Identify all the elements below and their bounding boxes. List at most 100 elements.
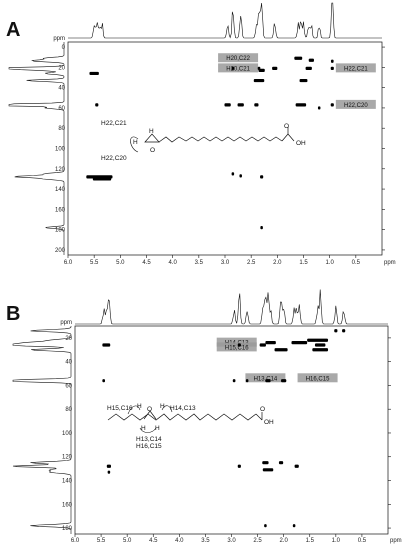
cross-peak — [291, 341, 307, 344]
cross-peak — [265, 341, 275, 344]
svg-text:H: H — [133, 139, 138, 146]
x-tick-label: 5.5 — [90, 260, 99, 266]
plot-frame-a — [68, 42, 382, 255]
cross-peak — [233, 379, 236, 382]
y-tick-label: 0 — [62, 45, 66, 51]
svg-text:H: H — [149, 128, 154, 135]
cross-peak — [238, 103, 244, 106]
cross-peak — [312, 348, 328, 351]
cross-peak — [306, 67, 312, 70]
cross-peak — [296, 103, 306, 106]
svg-text:H14,C13: H14,C13 — [170, 405, 196, 412]
cross-peak — [258, 69, 264, 72]
chemical-structure-b: O O OH H H H H H15,C16 H14,C13 H13,C14 H… — [107, 403, 274, 450]
cross-peak — [307, 339, 328, 342]
x-tick-label: 3.5 — [201, 538, 210, 544]
cross-peak — [95, 103, 98, 106]
x-tick-label: 2.5 — [247, 260, 256, 266]
y-tick-label: 60 — [65, 383, 72, 389]
panel-a: A 6.0 5.5 5.0 4.5 4.0 3.5 3.0 2.5 2.0 1.5 1.0 0.5 pp… — [6, 3, 396, 266]
cross-peak — [294, 57, 302, 60]
y-tick-label: 100 — [62, 431, 73, 437]
cross-peak — [239, 174, 242, 177]
x-tick-label: 5.0 — [116, 260, 125, 266]
cross-peak — [300, 79, 308, 82]
x-tick-label: 4.0 — [175, 538, 184, 544]
cross-peak — [272, 67, 277, 70]
y-tick-label: 160 — [55, 207, 66, 213]
annotation-box: H20,C22 — [218, 53, 258, 62]
cross-peak — [232, 172, 235, 175]
cross-peak — [293, 524, 296, 527]
cross-peak — [238, 465, 241, 468]
cross-peak — [264, 524, 267, 527]
x-tick-label: 4.0 — [168, 260, 177, 266]
y-tick-label: 40 — [65, 360, 72, 366]
y-tick-label: 180 — [55, 228, 66, 234]
cross-peak — [318, 106, 321, 109]
cross-peak — [238, 343, 241, 346]
x-tick-label: 1.0 — [332, 538, 341, 544]
cross-peak — [102, 379, 105, 382]
panel-label-b: B — [6, 303, 20, 325]
annotation-label: H15,C16 — [225, 345, 249, 351]
cross-peak — [262, 461, 268, 464]
y-tick-label: 120 — [62, 455, 73, 461]
y-tick-label: 60 — [58, 106, 65, 112]
x-tick-label: 3.0 — [227, 538, 236, 544]
svg-text:H22,C20: H22,C20 — [101, 155, 127, 162]
y-tick-label: 80 — [58, 126, 65, 132]
cross-peak — [102, 343, 110, 346]
y-tick-label: 140 — [55, 187, 66, 193]
annotation-box: H16,C15 — [298, 373, 338, 382]
cross-peak — [260, 175, 263, 178]
y-tick-label: 160 — [62, 502, 73, 508]
cross-peak — [254, 79, 264, 82]
x-tick-label: 1.5 — [306, 538, 315, 544]
x-tick-label: 1.5 — [299, 260, 308, 266]
svg-text:O: O — [147, 406, 152, 413]
y-axis-unit: ppm — [60, 320, 72, 326]
cross-peak — [93, 177, 111, 180]
cross-peak — [263, 468, 273, 471]
x-tick-label: 5.5 — [97, 538, 106, 544]
svg-text:O: O — [284, 123, 289, 130]
x-tick-label: 1.0 — [325, 260, 334, 266]
y-tick-label: 20 — [58, 65, 65, 71]
cross-peak — [334, 329, 337, 332]
annotation-box: H22,C21 — [336, 63, 376, 72]
x-tick-label: 0.5 — [358, 538, 367, 544]
cross-peak — [260, 343, 266, 346]
panel-b: B 6.0 5.5 5.0 4.5 4.0 3.5 3.0 2.5 2.0 1.5 1.0 0.5 pp… — [6, 290, 402, 545]
annotation-box: H15,C16 — [217, 342, 257, 351]
annotations-a: H20,C22H20,C21 H22,C21H22,C20 — [218, 53, 376, 109]
annotation-label: H16,C15 — [306, 376, 330, 382]
y-tick-label: 200 — [55, 248, 66, 254]
cross-peak — [275, 348, 288, 351]
cross-peak — [254, 103, 258, 106]
svg-text:H: H — [141, 425, 146, 432]
cross-peak — [331, 67, 334, 70]
cross-peak — [107, 465, 111, 468]
x-tick-label: 2.5 — [253, 538, 262, 544]
x-tick-label: 6.0 — [71, 538, 80, 544]
top-projection-spectrum-b — [75, 290, 388, 325]
top-projection-spectrum-a — [68, 3, 382, 38]
y-tick-label: 20 — [65, 336, 72, 342]
cross-peak — [295, 465, 299, 468]
x-tick-label: 3.0 — [221, 260, 230, 266]
x-tick-label: 3.5 — [195, 260, 204, 266]
annotation-box: H20,C21 — [218, 63, 258, 72]
cross-peak — [279, 461, 283, 464]
svg-text:H15,C16: H15,C16 — [107, 405, 133, 412]
x-axis-unit: ppm — [384, 260, 396, 266]
peaks-b — [102, 329, 345, 527]
y-tick-label: 120 — [55, 167, 66, 173]
y-tick-label: 100 — [55, 147, 66, 153]
cross-peak — [342, 329, 345, 332]
cross-peak — [315, 343, 325, 346]
cross-peak — [309, 59, 314, 62]
y-tick-label: 80 — [65, 407, 72, 413]
cross-peak — [224, 103, 230, 106]
